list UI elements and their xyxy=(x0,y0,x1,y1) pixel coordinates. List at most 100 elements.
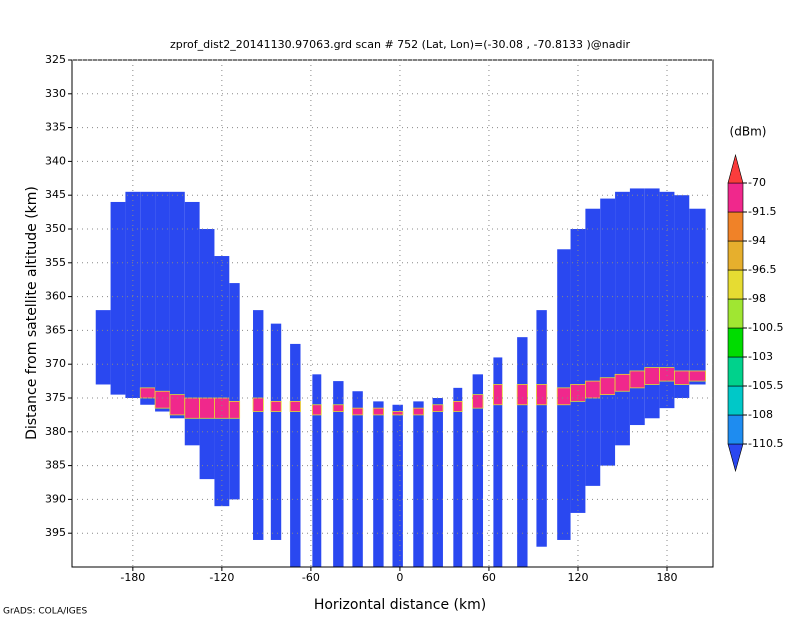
bright-band xyxy=(199,397,215,419)
colorbar-label: -100.5 xyxy=(748,321,783,334)
colorbar-label: -91.5 xyxy=(748,205,776,218)
swath-column xyxy=(270,323,282,540)
swath-column xyxy=(125,191,141,398)
y-tick-label: 385 xyxy=(45,459,66,472)
bright-band xyxy=(614,373,631,392)
swath-column xyxy=(674,195,690,398)
swath-column xyxy=(629,188,645,426)
y-tick-label: 360 xyxy=(45,290,66,303)
swath-column xyxy=(169,191,185,419)
bright-band xyxy=(584,380,601,399)
swath-column xyxy=(517,337,528,567)
bright-band xyxy=(570,384,586,402)
bright-band xyxy=(332,404,344,412)
swath-column xyxy=(184,201,200,446)
swath-column xyxy=(214,256,230,507)
y-tick-label: 370 xyxy=(45,357,66,370)
swath-column xyxy=(585,208,601,486)
swath-column xyxy=(600,198,616,466)
bright-band xyxy=(228,400,241,419)
plot-area xyxy=(95,188,706,567)
colorbar-segment xyxy=(727,356,744,387)
bright-band xyxy=(674,370,690,385)
bright-band xyxy=(629,370,646,389)
bright-band xyxy=(311,404,322,416)
swath-column xyxy=(312,374,322,567)
y-tick-label: 330 xyxy=(45,87,66,100)
swath-column xyxy=(253,310,264,540)
footer: GrADS: COLA/IGES xyxy=(3,607,87,617)
bright-band xyxy=(252,397,264,412)
y-tick-label: 390 xyxy=(45,492,66,505)
bright-band xyxy=(536,384,548,406)
swath-column xyxy=(453,387,463,567)
y-tick-label: 395 xyxy=(45,526,66,539)
swath-column xyxy=(333,381,344,567)
colorbar-label: -103 xyxy=(748,350,773,363)
bright-band xyxy=(154,390,171,409)
swath-column xyxy=(659,191,675,409)
colorbar-segment xyxy=(727,414,744,445)
bright-band xyxy=(516,384,528,406)
swath-column xyxy=(140,191,156,405)
swath-column xyxy=(199,229,215,480)
swath-column xyxy=(290,343,301,567)
swath-column xyxy=(472,374,484,567)
bright-band xyxy=(556,387,571,406)
colorbar-label: -94 xyxy=(748,234,766,247)
y-tick-label: 380 xyxy=(45,425,66,438)
colorbar-segment xyxy=(727,385,744,416)
y-axis-title: Distance from satellite altitude (km) xyxy=(24,186,40,440)
bright-band xyxy=(644,367,660,385)
colorbar-label: -108 xyxy=(748,408,773,421)
bright-band xyxy=(372,407,384,416)
x-tick-label: 180 xyxy=(657,571,678,584)
y-tick-label: 335 xyxy=(45,121,66,134)
y-tick-label: 355 xyxy=(45,256,66,269)
bright-band xyxy=(392,411,404,416)
y-tick-label: 350 xyxy=(45,222,66,235)
swath-column xyxy=(110,201,126,395)
swath-column xyxy=(615,191,630,446)
x-tick-label: -180 xyxy=(120,571,145,584)
bright-band xyxy=(352,407,364,416)
bright-band xyxy=(432,404,444,412)
bright-band xyxy=(492,384,503,406)
y-tick-label: 345 xyxy=(45,188,66,201)
x-tick-label: 0 xyxy=(396,571,403,584)
colorbar-segment xyxy=(727,269,744,300)
colorbar-triangle xyxy=(727,153,744,184)
x-tick-label: -60 xyxy=(302,571,320,584)
bright-band xyxy=(184,397,201,419)
colorbar-label: -98 xyxy=(748,292,766,305)
bright-band xyxy=(412,407,425,416)
bright-band xyxy=(659,367,675,382)
colorbar-segment xyxy=(727,298,744,329)
y-tick-label: 375 xyxy=(45,391,66,404)
y-tick-label: 365 xyxy=(45,323,66,336)
colorbar-segment xyxy=(727,211,744,242)
colorbar-label: -110.5 xyxy=(748,437,783,450)
bright-band xyxy=(452,400,463,412)
bright-band xyxy=(599,377,616,396)
x-axis-title: Horizontal distance (km) xyxy=(314,597,486,613)
chart-title: zprof_dist2_20141130.97063.grd scan # 75… xyxy=(170,38,631,51)
swath-column xyxy=(373,401,384,567)
x-tick-label: 60 xyxy=(482,571,496,584)
swath-column xyxy=(432,398,443,567)
bright-band xyxy=(472,394,484,409)
bright-band xyxy=(688,370,706,382)
colorbar-title: (dBm) xyxy=(730,125,767,139)
bright-band xyxy=(139,387,156,399)
y-tick-label: 340 xyxy=(45,154,66,167)
colorbar-label: -96.5 xyxy=(748,263,776,276)
y-tick-label: 325 xyxy=(45,53,66,66)
bright-band xyxy=(289,400,301,412)
bright-band xyxy=(270,400,282,412)
swath-column xyxy=(229,283,240,500)
swath-column xyxy=(644,188,660,419)
swath-column xyxy=(155,191,170,412)
x-tick-label: 120 xyxy=(567,571,588,584)
x-tick-label: -120 xyxy=(209,571,234,584)
